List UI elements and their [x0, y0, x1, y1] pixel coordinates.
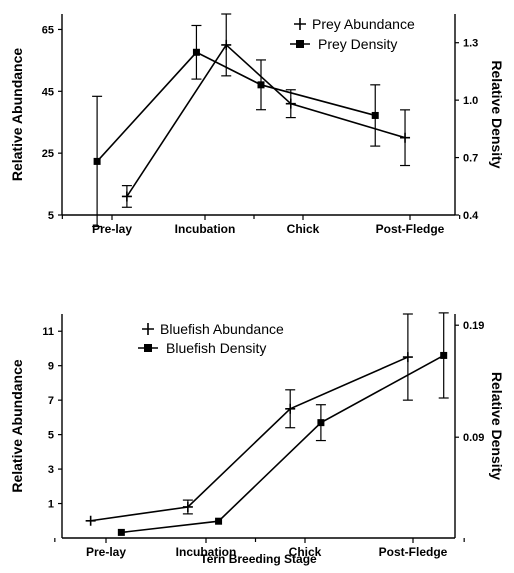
- x-tick-label: Incubation: [175, 222, 236, 236]
- x-tick-label: Post-Fledge: [376, 222, 445, 236]
- right-tick-label: 0.19: [463, 320, 484, 332]
- x-tick-label: Chick: [287, 222, 320, 236]
- legend-marker-square: [296, 40, 304, 48]
- data-point-square: [215, 517, 223, 525]
- x-tick-label: Pre-lay: [86, 545, 126, 559]
- x-tick-label: Post-Fledge: [379, 545, 448, 559]
- series-line: [121, 354, 445, 534]
- x-tick-label: Incubation: [176, 545, 237, 559]
- x-axis-title: Tern Breeding Stage: [200, 552, 317, 566]
- data-point-plus: [182, 501, 193, 512]
- legend-marker-plus: [294, 18, 306, 30]
- data-point-square: [257, 81, 265, 89]
- data-point-plus: [221, 39, 232, 50]
- left-tick-label: 11: [42, 326, 54, 338]
- data-point-square: [117, 528, 125, 536]
- left-tick-label: 1: [48, 499, 54, 511]
- right-tick-label: 1.3: [463, 38, 478, 50]
- data-point-square: [93, 157, 101, 165]
- x-tick-label: Pre-lay: [92, 222, 132, 236]
- data-point-plus: [121, 191, 132, 202]
- top-chart: 5 25 45 65 0.4 0.7 1.0 1.3 Pre-lay Incubation Chic…: [9, 13, 505, 236]
- legend-label: Prey Abundance: [312, 16, 415, 32]
- right-tick-label: 1.0: [463, 95, 478, 107]
- series-line: [126, 43, 406, 197]
- right-tick-label: 0.4: [463, 210, 479, 222]
- legend-label: Bluefish Density: [166, 340, 266, 356]
- legend-marker-plus: [142, 323, 154, 335]
- legend-marker-square: [144, 344, 152, 352]
- legend-label: Prey Density: [318, 36, 397, 52]
- right-tick-label: 0.09: [463, 432, 484, 444]
- left-tick-label: 7: [48, 395, 54, 407]
- right-axis-title: Relative Density: [489, 372, 505, 480]
- right-axis-title: Relative Density: [489, 60, 505, 168]
- x-tick-label: Chick: [289, 545, 322, 559]
- legend-label: Bluefish Abundance: [160, 321, 284, 337]
- left-tick-label: 3: [48, 464, 54, 476]
- data-point-plus: [85, 515, 96, 526]
- left-tick-label: 5: [48, 430, 54, 442]
- data-point-square: [371, 111, 379, 119]
- bottom-chart: 1 3 5 7 9 11 0.09 0.19 Pre-lay Incubation Chick Pos…: [9, 312, 505, 566]
- data-point-square: [317, 419, 325, 427]
- data-point-square: [440, 351, 448, 359]
- left-tick-label: 45: [42, 86, 54, 98]
- right-tick-label: 0.7: [463, 153, 478, 165]
- data-point-plus: [285, 403, 296, 414]
- left-axis-title: Relative Abundance: [9, 359, 25, 493]
- left-tick-label: 5: [48, 210, 54, 222]
- data-point-plus: [285, 98, 296, 109]
- left-axis-title: Relative Abundance: [9, 48, 25, 182]
- left-tick-label: 65: [42, 24, 54, 36]
- data-point-plus: [402, 352, 413, 363]
- left-tick-label: 9: [48, 361, 54, 373]
- series-line: [96, 51, 376, 162]
- left-tick-label: 25: [42, 148, 54, 160]
- data-point-square: [192, 48, 200, 56]
- data-point-plus: [400, 132, 411, 143]
- series-line: [90, 356, 409, 522]
